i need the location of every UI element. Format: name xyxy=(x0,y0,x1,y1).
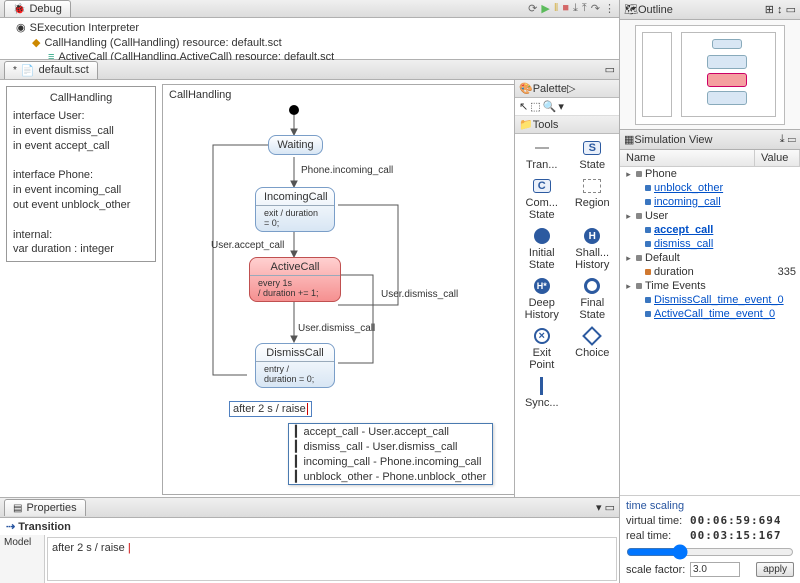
sim-row[interactable]: incoming_call xyxy=(620,195,800,209)
outline-view: 🗺 Outline⊞ ↕ ▭ xyxy=(620,0,800,130)
palette: 🎨 Palette▷ ↖⬚🔍▾ 📁 Tools Tran...SStateCCo… xyxy=(514,80,619,497)
sim-row[interactable]: duration335 xyxy=(620,265,800,279)
diagram-title: CallHandling xyxy=(169,89,231,101)
palette-item[interactable]: H*Deep History xyxy=(517,274,567,323)
transition-label[interactable]: User.dismiss_call xyxy=(381,289,458,300)
props-heading: Transition xyxy=(18,521,71,533)
outline-mini[interactable] xyxy=(620,20,800,129)
transition-label[interactable]: User.dismiss_call xyxy=(298,323,375,334)
completion-popup[interactable]: ▎accept_call - User.accept_call ▎dismiss… xyxy=(288,423,493,485)
properties-view: ▤ Properties ▾ ▭ ⇢ Transition Model afte… xyxy=(0,498,619,583)
initial-state[interactable] xyxy=(289,105,299,115)
props-side-tab[interactable]: Model xyxy=(0,535,45,583)
editor-tab[interactable]: 📄default.sct xyxy=(4,61,98,79)
palette-item[interactable]: SState xyxy=(568,136,618,173)
palette-tool-row[interactable]: ↖⬚🔍▾ xyxy=(515,98,619,116)
debug-tree: ◉SExecution Interpreter ◆CallHandling (C… xyxy=(0,18,619,66)
state-dismiss[interactable]: DismissCall entry / duration = 0; xyxy=(255,343,335,388)
ts-title: time scaling xyxy=(626,500,794,512)
ts-rt-value: 00:03:15:167 xyxy=(690,529,781,542)
sim-toolbar[interactable]: ⤓ ▭ xyxy=(780,133,796,146)
palette-item[interactable]: Final State xyxy=(568,274,618,323)
tree-row[interactable]: ◆CallHandling (CallHandling) resource: d… xyxy=(0,35,619,50)
inline-editor[interactable]: after 2 s / raise xyxy=(229,401,312,417)
tree-row[interactable]: ◉SExecution Interpreter xyxy=(0,20,619,35)
props-expression[interactable]: after 2 s / raise | xyxy=(47,537,617,581)
palette-item[interactable]: Region xyxy=(568,174,618,223)
popup-item[interactable]: ▎dismiss_call - User.dismiss_call xyxy=(289,439,492,454)
properties-tab[interactable]: ▤ Properties xyxy=(4,499,86,516)
sim-row[interactable]: unblock_other xyxy=(620,181,800,195)
palette-item[interactable]: CCom... State xyxy=(517,174,567,223)
time-scaling: time scaling virtual time: 00:06:59:694 r… xyxy=(620,495,800,583)
interface-definition[interactable]: CallHandling interface User: in event di… xyxy=(6,86,156,262)
palette-item[interactable]: Sync... xyxy=(517,374,567,411)
editor-view: 📄default.sct ▭ CallHandling interface Us… xyxy=(0,60,619,498)
maximize-icon[interactable]: ▭ xyxy=(605,63,615,76)
palette-item[interactable]: Initial State xyxy=(517,224,567,273)
debug-view: 🐞 Debug ⟳▶‖■⤓⤒↷⋮ ◉SExecution Interpreter… xyxy=(0,0,619,60)
debug-tab-label: Debug xyxy=(29,3,61,15)
palette-item[interactable]: ×Exit Point xyxy=(517,324,567,373)
outline-title: Outline xyxy=(638,4,673,16)
sim-row[interactable]: dismiss_call xyxy=(620,237,800,251)
ts-rt-label: real time: xyxy=(626,530,686,542)
palette-title: Palette xyxy=(533,83,567,95)
transition-label[interactable]: User.accept_call xyxy=(211,240,284,251)
chevron-icon[interactable]: ▷ xyxy=(567,82,575,95)
palette-item[interactable] xyxy=(568,374,618,411)
sim-row[interactable]: DismissCall_time_event_0 xyxy=(620,293,800,307)
sim-row[interactable]: ▸Phone xyxy=(620,167,800,181)
sim-row[interactable]: ▸Time Events xyxy=(620,279,800,293)
palette-item[interactable]: HShall... History xyxy=(568,224,618,273)
sim-title: Simulation View xyxy=(634,134,712,146)
popup-item[interactable]: ▎incoming_call - Phone.incoming_call xyxy=(289,454,492,469)
palette-tools-label: Tools xyxy=(533,119,559,131)
sim-row[interactable]: accept_call xyxy=(620,223,800,237)
ts-sf-label: scale factor: xyxy=(626,564,686,576)
popup-item[interactable]: ▎accept_call - User.accept_call xyxy=(289,424,492,439)
iface-body: interface User: in event dismiss_call in… xyxy=(13,109,149,257)
ts-slider[interactable] xyxy=(626,544,794,560)
state-incoming[interactable]: IncomingCall exit / duration = 0; xyxy=(255,187,335,232)
sim-row[interactable]: ▸Default xyxy=(620,251,800,265)
debug-tab[interactable]: 🐞 Debug xyxy=(4,0,71,17)
apply-button[interactable]: apply xyxy=(756,562,794,577)
state-waiting[interactable]: Waiting xyxy=(268,135,323,155)
popup-item[interactable]: ▎unblock_other - Phone.unblock_other xyxy=(289,469,492,484)
state-active[interactable]: ActiveCall every 1s / duration += 1; xyxy=(249,257,341,302)
sim-tree: ▸Phoneunblock_otherincoming_call▸Useracc… xyxy=(620,167,800,495)
iface-title: CallHandling xyxy=(13,91,149,106)
simulation-view: ▦ Simulation View⤓ ▭ Name Value ▸Phoneun… xyxy=(620,130,800,583)
palette-item[interactable]: Tran... xyxy=(517,136,567,173)
outline-toolbar[interactable]: ⊞ ↕ ▭ xyxy=(765,3,796,16)
sim-row[interactable]: ▸User xyxy=(620,209,800,223)
ts-vt-value: 00:06:59:694 xyxy=(690,514,781,527)
props-toolbar[interactable]: ▾ ▭ xyxy=(596,501,615,514)
transition-label[interactable]: Phone.incoming_call xyxy=(301,165,393,176)
ts-sf-input[interactable] xyxy=(690,562,740,577)
sim-columns: Name Value xyxy=(620,150,800,167)
sim-row[interactable]: ActiveCall_time_event_0 xyxy=(620,307,800,321)
ts-vt-label: virtual time: xyxy=(626,515,686,527)
palette-item[interactable]: Choice xyxy=(568,324,618,373)
debug-toolbar-icons[interactable]: ⟳▶‖■⤓⤒↷⋮ xyxy=(528,2,615,15)
